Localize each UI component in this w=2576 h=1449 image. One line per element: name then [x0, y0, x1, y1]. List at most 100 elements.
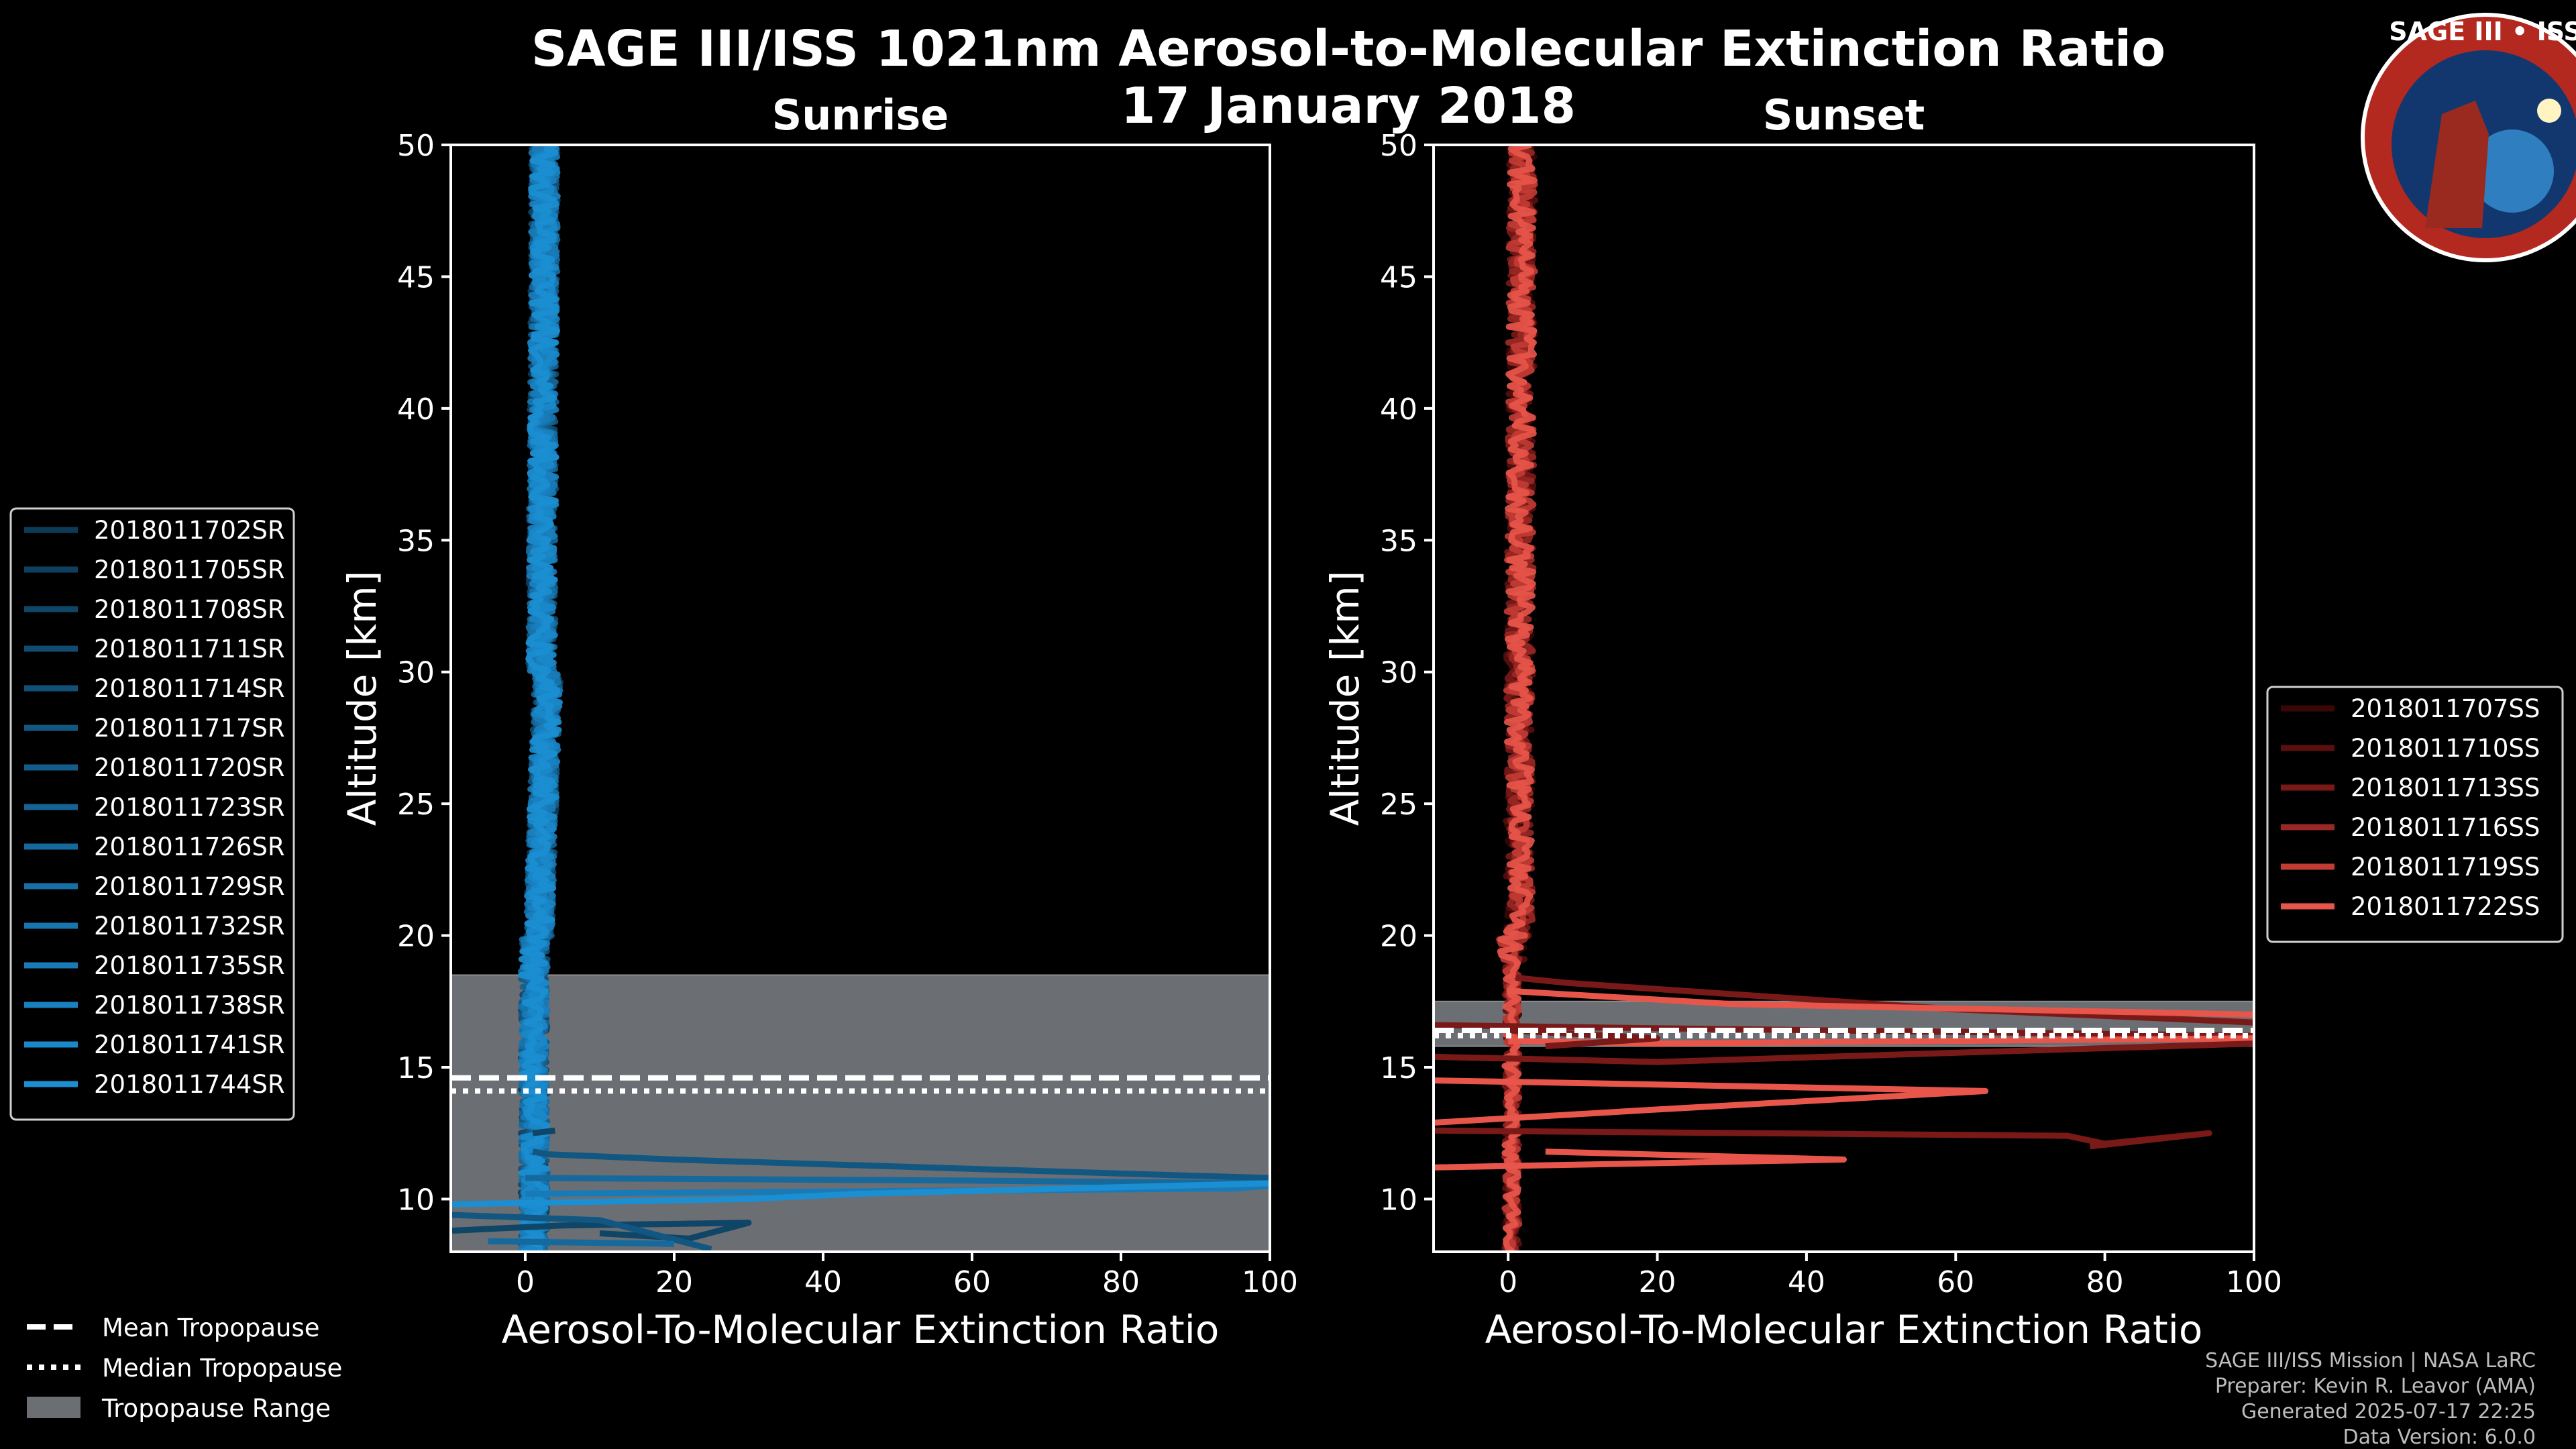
- y-tick-label: 10: [1380, 1183, 1417, 1217]
- series-spike-2018011722SS: [1508, 1035, 2254, 1047]
- credit-preparer: Preparer: Kevin R. Leavor (AMA): [2215, 1375, 2536, 1398]
- x-tick-label: 40: [1788, 1265, 1825, 1299]
- series-spike-2018011722SS: [1507, 987, 2254, 1018]
- badge-globe: [2471, 129, 2554, 213]
- tropopause-range-label: Tropopause Range: [101, 1394, 331, 1423]
- credit-version: Data Version: 6.0.0: [2343, 1426, 2536, 1449]
- sunrise-subtitle: Sunrise: [772, 91, 949, 140]
- x-tick-label: 0: [516, 1265, 535, 1299]
- y-tick-label: 35: [397, 524, 435, 558]
- legend-label-2018011735SR: 2018011735SR: [94, 951, 285, 980]
- y-tick-label: 25: [1380, 788, 1417, 822]
- legend-label-2018011744SR: 2018011744SR: [94, 1070, 285, 1099]
- legend-label-2018011716SS: 2018011716SS: [2351, 813, 2540, 842]
- y-tick-label: 35: [1380, 524, 1417, 558]
- legend-label-2018011719SS: 2018011719SS: [2351, 853, 2540, 881]
- y-tick-label: 10: [397, 1183, 435, 1217]
- legend-label-2018011729SR: 2018011729SR: [94, 872, 285, 901]
- sunset-legend-box: [2266, 686, 2564, 943]
- credit-generated: Generated 2025-07-17 22:25: [2241, 1400, 2536, 1424]
- series-line-2018011722SS: [1497, 145, 1538, 1252]
- x-tick-label: 80: [2086, 1265, 2124, 1299]
- sunset-axes-frame: [1432, 144, 2255, 1253]
- credits: SAGE III/ISS Mission | NASA LaRC Prepare…: [2205, 1349, 2536, 1449]
- sunrise-legend: 2018011702SR 2018011705SR 2018011708SR 2018…: [9, 507, 295, 1121]
- x-tick-label: 100: [2226, 1265, 2282, 1299]
- chart-title: SAGE III/ISS 1021nm Aerosol-to-Molecular…: [531, 20, 2165, 78]
- series-spike-2018011713SS: [1434, 1127, 2212, 1150]
- x-tick-label: 40: [804, 1265, 842, 1299]
- chart-date: 17 January 2018: [1121, 77, 1576, 135]
- sunrise-xlabel: Aerosol-To-Molecular Extinction Ratio: [502, 1307, 1220, 1352]
- y-tick-label: 45: [397, 260, 435, 294]
- legend-label-2018011738SR: 2018011738SR: [94, 991, 285, 1020]
- legend-label-2018011726SR: 2018011726SR: [94, 833, 285, 861]
- series-spike-2018011708SR: [532, 1127, 555, 1136]
- sunrise-panel: 0 20 40 60 80 100 10 15 20 25 30 35 40 45 50 Sunrise Aer…: [9, 91, 1298, 1352]
- y-tick-label: 25: [397, 788, 435, 822]
- x-tick-label: 60: [1937, 1265, 1974, 1299]
- y-tick-label: 15: [397, 1051, 435, 1085]
- x-tick-label: 20: [1639, 1265, 1676, 1299]
- x-tick-label: 100: [1242, 1265, 1298, 1299]
- series-spike-2018011713SS: [1434, 1040, 2254, 1065]
- series-spike-2018011726SR: [525, 1175, 1270, 1187]
- tropopause-legend: Mean Tropopause Median Tropopause Tropop…: [27, 1313, 342, 1423]
- sunset-ylabel: Altitude [km]: [1322, 571, 1368, 826]
- sunset-subtitle: Sunset: [1763, 91, 1925, 140]
- tropopause-range-swatch: [27, 1397, 80, 1418]
- x-tick-label: 80: [1102, 1265, 1140, 1299]
- series-spike-2018011717SR: [451, 1212, 712, 1252]
- badge-moon: [2537, 99, 2561, 123]
- y-tick-label: 20: [1380, 920, 1417, 954]
- legend-label-2018011723SR: 2018011723SR: [94, 793, 285, 822]
- legend-label-2018011702SR: 2018011702SR: [94, 516, 285, 545]
- x-tick-label: 0: [1499, 1265, 1517, 1299]
- legend-label-2018011714SR: 2018011714SR: [94, 674, 285, 703]
- legend-label-2018011713SS: 2018011713SS: [2351, 773, 2540, 802]
- mean-tropopause-label: Mean Tropopause: [102, 1313, 320, 1342]
- legend-label-2018011717SR: 2018011717SR: [94, 714, 285, 743]
- legend-label-2018011705SR: 2018011705SR: [94, 555, 285, 584]
- sunrise-ylabel: Altitude [km]: [339, 571, 385, 826]
- legend-label-2018011710SS: 2018011710SS: [2351, 734, 2540, 763]
- sunrise-series-group: [451, 145, 1270, 1252]
- y-tick-label: 30: [397, 656, 435, 690]
- credit-mission: SAGE III/ISS Mission | NASA LaRC: [2205, 1349, 2536, 1373]
- sunset-xlabel: Aerosol-To-Molecular Extinction Ratio: [1485, 1307, 2203, 1352]
- series-spike-2018011722SS: [1434, 1077, 1989, 1126]
- y-tick-label: 45: [1380, 260, 1417, 294]
- sage-iss-badge: SAGE III • ISS: [2361, 13, 2576, 262]
- y-tick-label: 40: [397, 392, 435, 427]
- badge-figure: [2425, 101, 2489, 228]
- legend-label-2018011711SR: 2018011711SR: [94, 635, 285, 663]
- series-spike-2018011744SR: [451, 1180, 1270, 1208]
- sunrise-tropopause-range: [450, 974, 1271, 1252]
- panels: 0 20 40 60 80 100101520253035404550SunriseAer…: [9, 91, 2564, 1352]
- legend-label-2018011720SR: 2018011720SR: [94, 753, 285, 782]
- series-spike-2018011735SR: [525, 1183, 1270, 1197]
- x-tick-label: 20: [655, 1265, 693, 1299]
- sunset-legend: 2018011707SS 2018011710SS 2018011713SS 2018…: [2266, 686, 2564, 943]
- legend-label-2018011708SR: 2018011708SR: [94, 595, 285, 624]
- sunset-plot-area: [1434, 145, 2254, 1252]
- y-tick-label: 30: [1380, 656, 1417, 690]
- x-tick-label: 60: [953, 1265, 991, 1299]
- y-tick-label: 15: [1380, 1051, 1417, 1085]
- sunset-panel: 0 20 40 60 80 100 10 15 20 25 30 35 40 45 50 Sunset Aero…: [1322, 91, 2564, 1352]
- legend-label-2018011741SR: 2018011741SR: [94, 1030, 285, 1059]
- sunrise-axes-frame: [449, 144, 1271, 1253]
- legend-label-2018011707SS: 2018011707SS: [2351, 694, 2540, 723]
- median-tropopause-label: Median Tropopause: [102, 1354, 342, 1383]
- legend-label-2018011732SR: 2018011732SR: [94, 912, 285, 941]
- y-tick-label: 50: [397, 129, 435, 163]
- series-spike-2018011726SR: [488, 1238, 675, 1247]
- series-spike-2018011722SS: [1434, 1148, 1847, 1171]
- y-tick-label: 40: [1380, 392, 1417, 427]
- badge-label: SAGE III • ISS: [2389, 17, 2576, 46]
- y-tick-label: 50: [1380, 129, 1417, 163]
- series-spike-2018011713SS: [1515, 974, 2254, 1026]
- legend-label-2018011722SS: 2018011722SS: [2351, 892, 2540, 921]
- sunrise-legend-box: [9, 507, 295, 1121]
